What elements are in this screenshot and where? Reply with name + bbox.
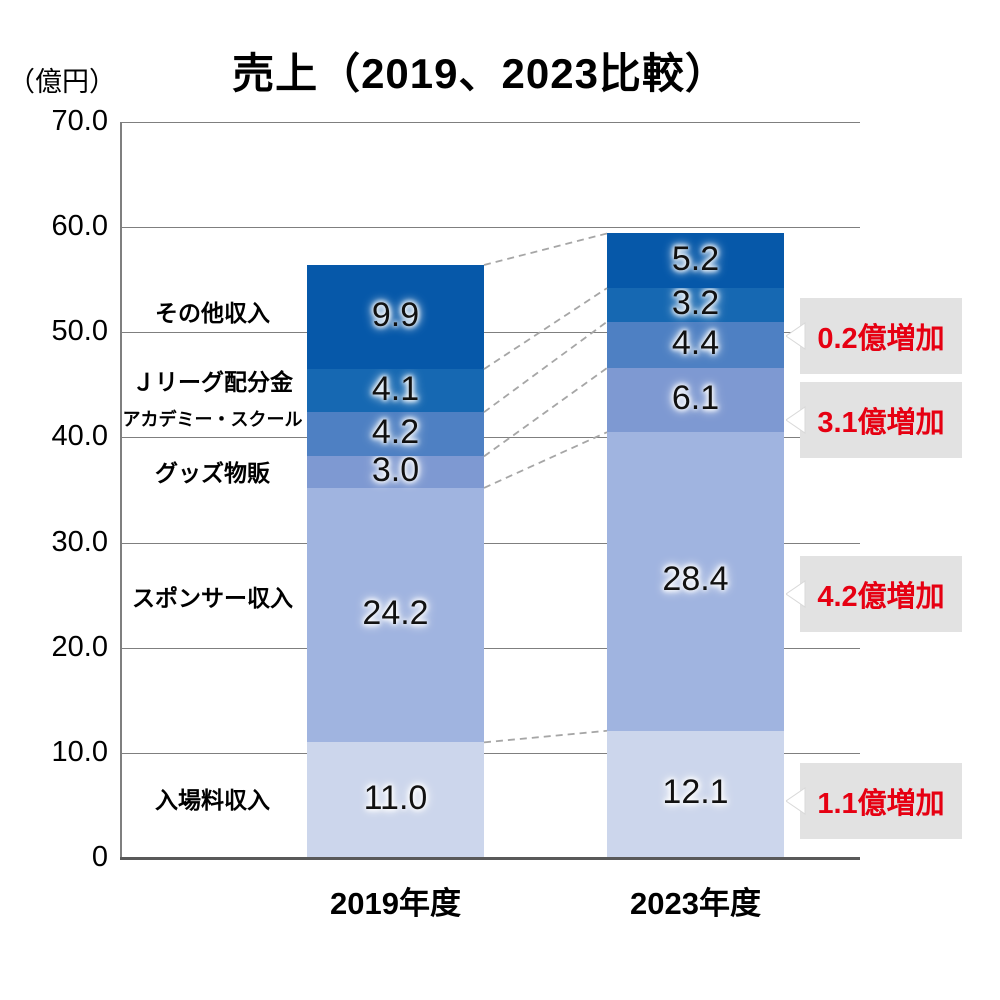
annotation-pointer — [786, 322, 806, 350]
y-axis-unit-label: （億円） — [8, 67, 116, 97]
segment-value-label: 9.9 — [371, 295, 420, 334]
segment-value-label: 11.0 — [363, 779, 428, 818]
bar-segment-2019年度-スポンサー収入: 24.2 — [307, 487, 484, 743]
category-label-その他収入: その他収入 — [155, 299, 270, 326]
annotation-label: 1.1億増加 — [817, 788, 945, 820]
gridline — [120, 648, 860, 649]
segment-value-label: 24.2 — [362, 594, 429, 633]
x-axis-label-2019年度: 2019年度 — [330, 886, 461, 921]
segment-value-label: 5.2 — [671, 239, 720, 278]
bar-segment-2019年度-アカデミー・スクール: 4.2 — [307, 412, 484, 457]
annotation-label: 0.2億増加 — [817, 323, 945, 355]
bar-segment-2023年度-Ｊリーグ配分金: 3.2 — [607, 284, 784, 322]
category-label-スポンサー収入: スポンサー収入 — [132, 584, 293, 611]
annotation-label: 4.2億増加 — [817, 581, 945, 613]
annotation-label: 3.1億増加 — [817, 407, 945, 439]
dashed-connector-line — [483, 431, 608, 489]
dashed-connector-line — [483, 287, 608, 370]
bar-segment-2019年度-Ｊリーグ配分金: 4.1 — [307, 369, 484, 413]
y-tick-label: 20.0 — [51, 631, 108, 663]
dashed-connector-line — [483, 367, 608, 458]
gridline — [120, 227, 860, 228]
y-tick-label: 0 — [91, 841, 108, 873]
bar-segment-2023年度-グッズ物販: 6.1 — [607, 368, 784, 433]
y-axis-line — [120, 122, 122, 858]
category-label-グッズ物販: グッズ物販 — [155, 459, 270, 486]
annotation-box-スポンサー収入: 4.2億増加 — [786, 556, 962, 632]
gridline — [120, 753, 860, 754]
annotation-box-アカデミー・スクール: 0.2億増加 — [786, 298, 962, 374]
bar-segment-2019年度-グッズ物販: 3.0 — [307, 451, 484, 489]
annotation-pointer — [786, 787, 806, 815]
segment-value-label: 3.0 — [371, 451, 420, 490]
y-tick-label: 10.0 — [51, 736, 108, 768]
y-tick-label: 30.0 — [51, 526, 108, 558]
category-label-アカデミー・スクール: アカデミー・スクール — [122, 409, 303, 430]
category-label-入場料収入: 入場料収入 — [155, 786, 270, 813]
segment-value-label: 4.1 — [371, 369, 420, 408]
segment-value-label: 6.1 — [671, 379, 720, 418]
bar-segment-2023年度-その他収入: 5.2 — [607, 233, 784, 289]
segment-value-label: 12.1 — [662, 773, 729, 812]
x-axis-line — [120, 857, 860, 860]
dashed-connector-line — [483, 321, 608, 413]
y-tick-label: 60.0 — [51, 210, 108, 242]
y-tick-label: 40.0 — [51, 420, 108, 452]
annotation-pointer — [786, 406, 806, 434]
annotation-pointer — [786, 580, 806, 608]
segment-value-label: 3.2 — [671, 283, 720, 322]
bar-segment-2023年度-アカデミー・スクール: 4.4 — [607, 321, 784, 369]
segment-value-label: 4.4 — [671, 323, 720, 362]
x-axis-label-2023年度: 2023年度 — [630, 886, 761, 921]
y-tick-label: 70.0 — [51, 105, 108, 137]
bar-segment-2019年度-入場料収入: 11.0 — [307, 742, 484, 858]
annotation-box-グッズ物販: 3.1億増加 — [786, 382, 962, 458]
segment-value-label: 4.2 — [371, 413, 420, 452]
segment-value-label: 28.4 — [662, 560, 729, 599]
bar-segment-2023年度-スポンサー収入: 28.4 — [607, 432, 784, 731]
dashed-connector-line — [483, 729, 608, 744]
y-tick-label: 50.0 — [51, 315, 108, 347]
annotation-box-入場料収入: 1.1億増加 — [786, 763, 962, 839]
category-label-Ｊリーグ配分金: Ｊリーグ配分金 — [132, 368, 293, 395]
gridline — [120, 122, 860, 123]
bar-segment-2023年度-入場料収入: 12.1 — [607, 730, 784, 858]
chart-title: 売上（2019、2023比較） — [232, 50, 728, 97]
gridline — [120, 543, 860, 544]
dashed-connector-line — [483, 232, 608, 266]
bar-segment-2019年度-その他収入: 9.9 — [307, 264, 484, 370]
